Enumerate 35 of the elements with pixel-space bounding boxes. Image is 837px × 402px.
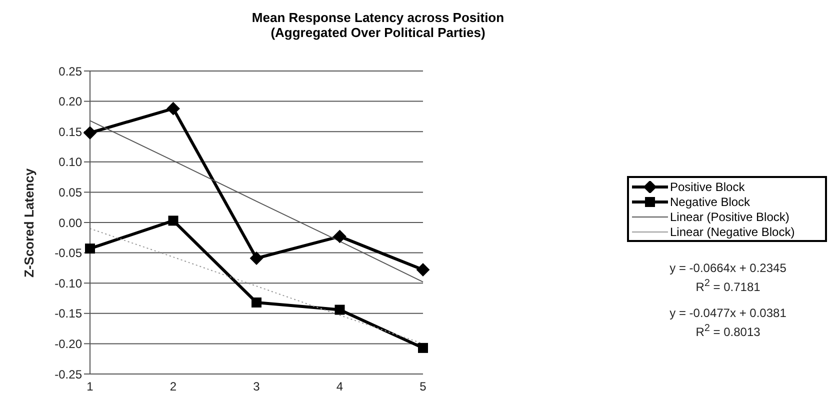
x-tick-label: 4 bbox=[336, 380, 344, 394]
legend-label: Linear (Negative Block) bbox=[670, 224, 795, 238]
y-axis-title: Z-Scored Latency bbox=[22, 168, 37, 278]
point bbox=[252, 297, 262, 308]
y-tick-label: 0.10 bbox=[58, 155, 82, 170]
legend-label: Positive Block bbox=[670, 180, 745, 194]
y-tick-label: -0.05 bbox=[54, 246, 82, 260]
point bbox=[166, 102, 180, 116]
point bbox=[84, 126, 96, 140]
legend-label: Linear (Positive Block) bbox=[670, 210, 790, 224]
point bbox=[416, 263, 430, 276]
x-tick-label: 5 bbox=[420, 380, 427, 394]
text: y = -0.0664x + 0.2345 bbox=[668, 260, 788, 276]
chart-title: Mean Response Latency across Position (Aggregated Over Political Parties) bbox=[250, 10, 506, 40]
text: y = -0.0477x + 0.0381 bbox=[668, 305, 788, 321]
y-tick-label: -0.10 bbox=[54, 276, 82, 290]
y-tick-label: 0.05 bbox=[58, 185, 82, 200]
point bbox=[168, 216, 178, 226]
y-tick-label: -0.15 bbox=[54, 306, 82, 321]
point bbox=[333, 230, 346, 243]
y-tick-label: 0.00 bbox=[58, 216, 82, 230]
x-tick-label: 2 bbox=[170, 380, 177, 394]
y-tick-label: -0.20 bbox=[54, 336, 82, 351]
y-tick-label: 0.25 bbox=[58, 64, 82, 78]
y-tick-label: -0.25 bbox=[54, 367, 82, 382]
point bbox=[250, 252, 263, 265]
x-tick-label: 3 bbox=[253, 380, 260, 394]
point bbox=[334, 304, 345, 315]
text: R$^{2}$ = 0.8013 bbox=[694, 322, 762, 340]
y-tick-label: 0.15 bbox=[58, 124, 82, 139]
text: R$^{2}$ = 0.7181 bbox=[694, 277, 762, 295]
legend-label: Negative Block bbox=[670, 194, 750, 208]
point bbox=[418, 342, 428, 353]
y-tick-label: 0.20 bbox=[58, 94, 82, 109]
x-tick-label: 1 bbox=[86, 380, 94, 394]
